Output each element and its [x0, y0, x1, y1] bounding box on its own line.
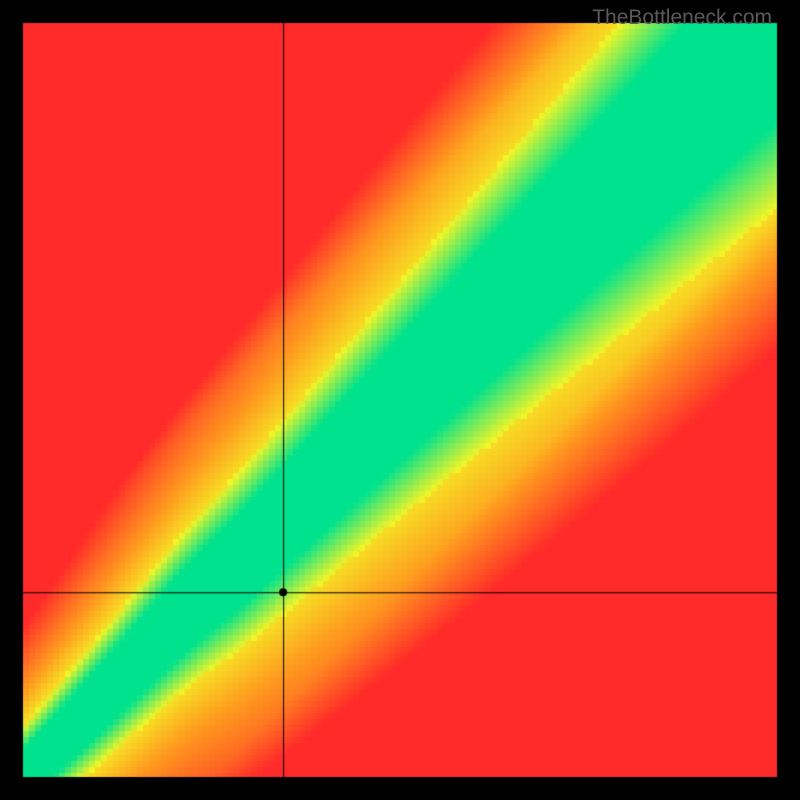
- watermark-text: TheBottleneck.com: [592, 6, 772, 30]
- chart-container: TheBottleneck.com: [0, 0, 800, 800]
- heatmap-canvas: [0, 0, 800, 800]
